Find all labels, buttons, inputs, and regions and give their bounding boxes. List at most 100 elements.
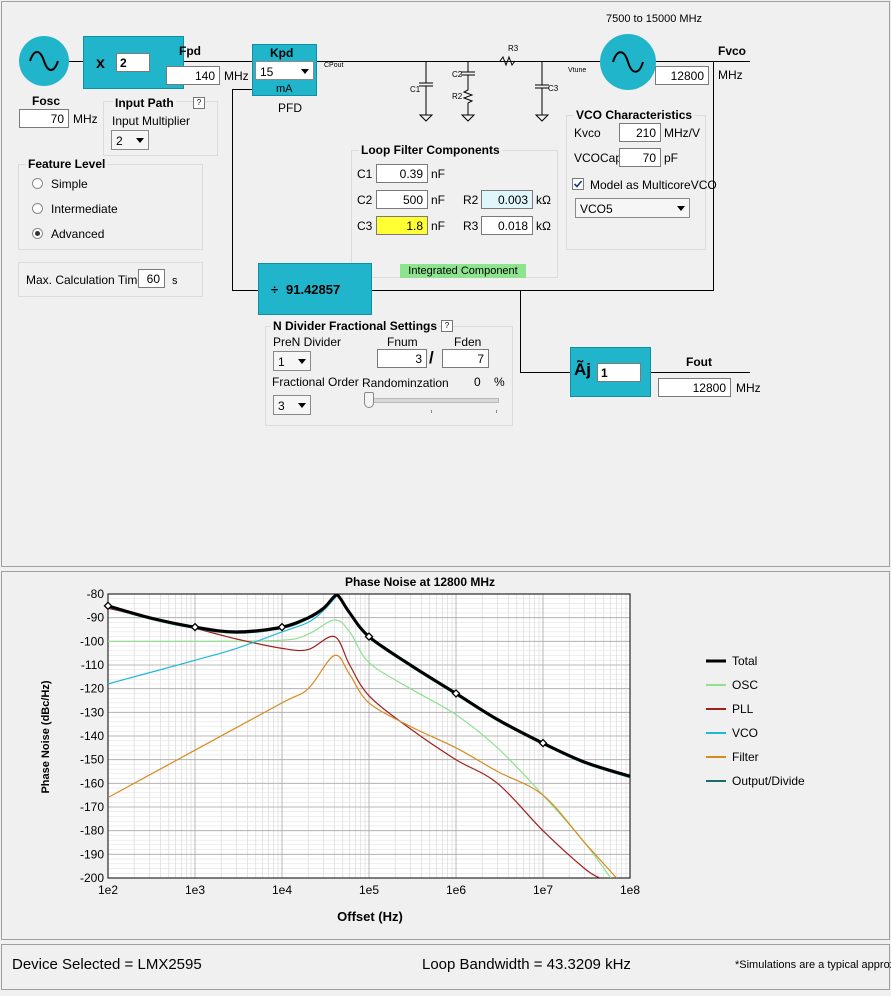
slider-tick xyxy=(431,410,432,413)
legend-label-total: Total xyxy=(732,654,757,668)
fpd-input[interactable]: 140 xyxy=(166,66,220,85)
input-multiplier-select[interactable]: 2 xyxy=(111,130,149,150)
c1-input[interactable]: 0.39 xyxy=(376,164,428,183)
wire-to-outdiv-v xyxy=(520,290,521,372)
fvco-input[interactable]: 12800 xyxy=(655,66,709,85)
cpout-label: CPout xyxy=(324,62,344,69)
series-marker-total xyxy=(451,688,461,698)
r3-input[interactable]: 0.018 xyxy=(481,216,533,235)
c3-unit: nF xyxy=(431,219,446,233)
r2-unit: kΩ xyxy=(536,193,551,207)
input-multiplier-value: 2 xyxy=(116,134,123,148)
c3-label: C3 xyxy=(357,219,373,233)
fout-input[interactable]: 12800 xyxy=(658,378,731,397)
fnum-label: Fnum xyxy=(387,335,418,349)
r3-label: R3 xyxy=(463,219,479,233)
chevron-down-icon xyxy=(136,138,144,143)
input-path-help-icon[interactable]: ? xyxy=(193,97,205,109)
wire-vco-down xyxy=(713,61,714,291)
integrated-component-badge: Integrated Component xyxy=(400,264,526,278)
vcocap-input[interactable]: 70 xyxy=(619,148,661,167)
n-divider-block xyxy=(258,263,372,315)
fden-input[interactable]: 7 xyxy=(442,349,489,368)
pfd-caption: PFD xyxy=(278,101,302,115)
fnum-input[interactable]: 3 xyxy=(377,349,427,368)
y-tick-label: -150 xyxy=(80,753,104,767)
pren-select[interactable]: 1 xyxy=(273,351,311,371)
sch-c3-label: C3 xyxy=(548,84,559,93)
kvco-input[interactable]: 210 xyxy=(619,123,661,142)
feature-simple-radio[interactable] xyxy=(32,178,43,189)
legend-label-pll: PLL xyxy=(732,702,754,716)
multiplier-input[interactable]: 2 xyxy=(116,53,150,72)
calc-time-unit: s xyxy=(172,275,178,287)
wire-feedback-bottom xyxy=(232,290,714,291)
feature-intermediate-label[interactable]: Intermediate xyxy=(51,202,118,216)
fractional-order-label: Fractional Order xyxy=(272,375,359,389)
series-marker-total xyxy=(103,601,113,611)
kvco-label: Kvco xyxy=(574,126,601,140)
randomization-track[interactable] xyxy=(367,398,499,403)
series-marker-total xyxy=(364,632,374,642)
fractional-order-value: 3 xyxy=(278,399,285,413)
n-divider-symbol: ÷ xyxy=(271,282,279,297)
y-tick-label: -180 xyxy=(80,824,104,838)
fout-label: Fout xyxy=(686,355,712,369)
output-divider-input[interactable]: 1 xyxy=(597,363,641,382)
feature-advanced-label[interactable]: Advanced xyxy=(51,227,105,241)
y-tick-label: -200 xyxy=(80,871,104,885)
series-marker-total xyxy=(277,622,287,632)
output-divider-symbol: Ãj xyxy=(574,360,591,379)
y-tick-label: -160 xyxy=(80,776,104,790)
wire-feedback-pfd xyxy=(232,89,252,90)
calc-time-input[interactable]: 60 xyxy=(138,269,165,288)
sch-c2-label: C2 xyxy=(452,70,463,79)
x-tick-label: 1e3 xyxy=(185,883,205,897)
y-tick-label: -120 xyxy=(80,682,104,696)
feature-intermediate-radio[interactable] xyxy=(32,203,43,214)
wire-to-outdiv-h xyxy=(520,372,570,373)
r2-input[interactable]: 0.003 xyxy=(481,190,533,209)
sch-r3-label: R3 xyxy=(508,44,519,53)
kpd-select[interactable]: 15 xyxy=(255,61,314,80)
c2-unit: nF xyxy=(431,193,446,207)
fosc-unit: MHz xyxy=(73,112,98,126)
fosc-input[interactable]: 70 xyxy=(19,109,69,128)
loop-filter-title: Loop Filter Components xyxy=(359,143,502,157)
calc-time-label: Max. Calculation Time xyxy=(26,273,145,287)
fractional-order-select[interactable]: 3 xyxy=(273,395,311,415)
fractional-settings-title: N Divider Fractional Settings xyxy=(271,319,440,333)
vco-core-select[interactable]: VCO5 xyxy=(575,198,690,218)
feature-simple-label[interactable]: Simple xyxy=(51,177,88,191)
fraction-slash: / xyxy=(429,348,434,367)
c2-label: C2 xyxy=(357,193,373,207)
y-tick-label: -170 xyxy=(80,800,104,814)
c1-unit: nF xyxy=(431,167,446,181)
fpd-unit: MHz xyxy=(224,69,249,83)
fractional-help-icon[interactable]: ? xyxy=(441,320,453,332)
series-marker-total xyxy=(538,738,548,748)
randomization-slider-thumb[interactable] xyxy=(364,392,374,408)
c3-input[interactable]: 1.8 xyxy=(376,216,428,235)
device-selected-text: Device Selected = LMX2595 xyxy=(12,956,202,973)
vco-core-value: VCO5 xyxy=(580,202,613,216)
chart-title: Phase Noise at 12800 MHz xyxy=(345,575,495,589)
loop-bandwidth-text: Loop Bandwidth = 43.3209 kHz xyxy=(422,956,631,973)
plot-border xyxy=(107,593,631,879)
kpd-label: Kpd xyxy=(270,46,294,60)
feature-advanced-radio[interactable] xyxy=(32,228,43,239)
legend-label-osc: OSC xyxy=(732,678,758,692)
x-tick-label: 1e2 xyxy=(98,883,118,897)
calc-time-group xyxy=(18,262,203,297)
kpd-value: 15 xyxy=(260,65,274,79)
r2-label: R2 xyxy=(463,193,479,207)
x-tick-label: 1e6 xyxy=(446,883,466,897)
loop-filter-schematic xyxy=(418,55,550,122)
c2-input[interactable]: 500 xyxy=(376,190,428,209)
n-divider-value: 91.42857 xyxy=(286,282,341,297)
randomization-unit: % xyxy=(494,375,505,389)
multicore-checkbox[interactable] xyxy=(572,178,584,190)
vco-range-label: 7500 to 15000 MHz xyxy=(606,13,703,25)
wire-out xyxy=(650,372,750,373)
y-axis-label: Phase Noise (dBc/Hz) xyxy=(40,680,52,793)
